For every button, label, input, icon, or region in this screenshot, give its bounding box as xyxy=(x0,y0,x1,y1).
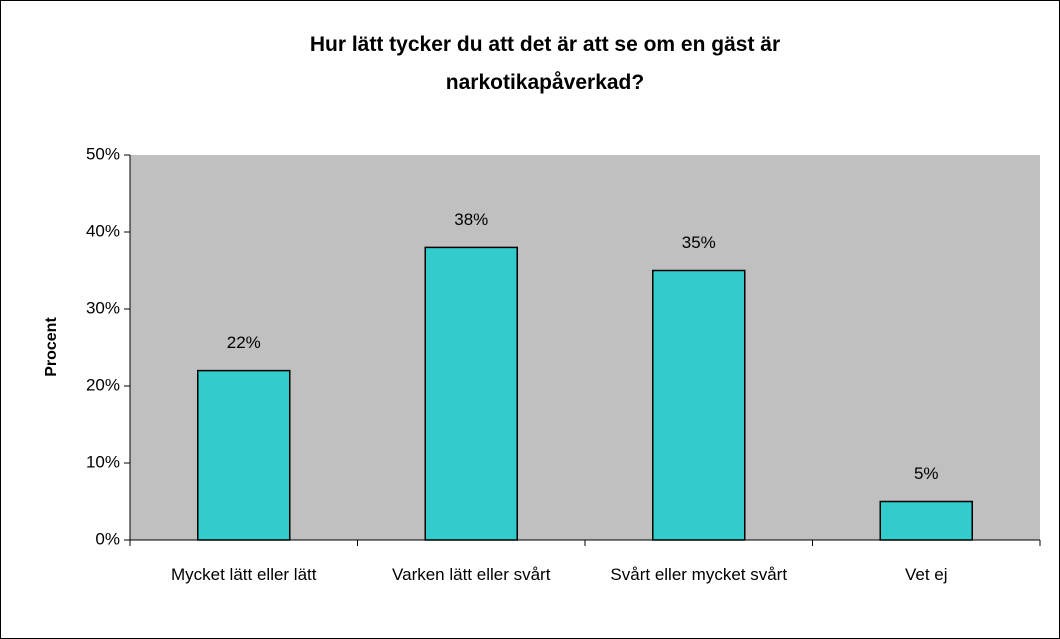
data-label: 35% xyxy=(682,233,716,252)
y-tick-label: 40% xyxy=(86,221,120,240)
data-label: 38% xyxy=(454,210,488,229)
y-tick-label: 50% xyxy=(86,144,120,163)
bar xyxy=(424,246,518,541)
y-tick-label: 30% xyxy=(86,298,120,317)
x-tick-label: Vet ej xyxy=(905,565,948,584)
x-tick-label: Mycket lätt eller lätt xyxy=(171,565,317,584)
x-tick-label: Svårt eller mycket svårt xyxy=(610,565,787,584)
bar xyxy=(652,269,746,541)
y-tick-label: 0% xyxy=(95,529,120,548)
bar xyxy=(197,369,291,541)
y-tick-label: 10% xyxy=(86,452,120,471)
x-tick-label: Varken lätt eller svårt xyxy=(392,565,551,584)
data-label: 22% xyxy=(227,333,261,352)
y-tick-label: 20% xyxy=(86,375,120,394)
y-axis-label: Procent xyxy=(43,317,60,377)
chart-title: Hur lätt tycker du att det är att se om … xyxy=(310,33,780,94)
bar xyxy=(879,500,973,541)
data-label: 5% xyxy=(914,464,939,483)
